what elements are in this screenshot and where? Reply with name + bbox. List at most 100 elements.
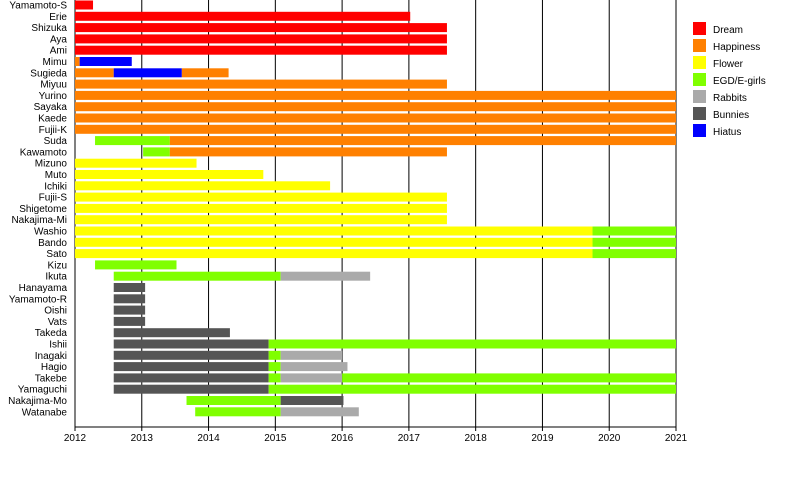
bar-bando-flower-0 [75, 237, 593, 247]
bar-sugieda-hiatus-1 [113, 68, 182, 78]
bar-hanayama-bunnies-0 [113, 283, 146, 292]
legend: Dream Happiness Flower EGD/E-girls Rabbits Bu… [693, 22, 766, 138]
legend-label-happiness: Happiness [713, 42, 760, 53]
legend-swatch-flower [693, 56, 706, 69]
member-name-suda: Suda [44, 136, 68, 147]
bar-mimu-happiness-0 [75, 57, 80, 66]
x-tick-label-2013: 2013 [131, 433, 154, 444]
legend-label-dream: Dream [713, 25, 743, 36]
member-name-ami: Ami [50, 46, 67, 57]
member-name-hagio: Hagio [41, 362, 68, 373]
member-name-takebe: Takebe [35, 373, 68, 384]
bar-fujii-s-flower-0 [75, 192, 447, 202]
bar-washio-flower-0 [75, 226, 593, 236]
member-name-yamamoto-r: Yamamoto-R [9, 294, 67, 305]
bar-nakajima-mo-bunnies-1 [280, 396, 344, 405]
member-name-erie: Erie [49, 12, 67, 23]
member-name-hanayama: Hanayama [19, 283, 68, 294]
member-name-vats: Vats [48, 317, 67, 328]
bar-inagaki-egd-e-girls-1 [268, 350, 281, 360]
bar-suda-happiness-1 [169, 136, 676, 146]
bar-kaede-happiness-0 [75, 113, 676, 123]
bar-sato-egd-e-girls-1 [592, 249, 676, 259]
bar-watanabe-rabbits-1 [280, 407, 359, 417]
bar-oishi-bunnies-0 [113, 305, 146, 315]
bar-suda-egd-e-girls-0 [95, 136, 170, 146]
member-name-mimu: Mimu [43, 57, 67, 68]
bar-shigetome-flower-0 [75, 203, 447, 213]
bar-ami-dream-0 [75, 45, 447, 55]
member-name-bando: Bando [38, 238, 67, 249]
bar-inagaki-rabbits-2 [280, 350, 343, 360]
member-name-miyuu: Miyuu [40, 80, 67, 91]
bar-takebe-rabbits-2 [280, 373, 343, 383]
legend-label-hiatus: Hiatus [713, 127, 741, 138]
x-tick-label-2012: 2012 [64, 433, 87, 444]
bar-ishii-egd-e-girls-1 [268, 339, 676, 349]
member-name-washio: Washio [34, 227, 67, 238]
member-name-muto: Muto [45, 170, 68, 181]
member-bars [75, 0, 676, 417]
bar-hagio-bunnies-0 [113, 362, 269, 372]
bar-miyuu-happiness-0 [75, 79, 447, 89]
legend-label-bunnies: Bunnies [713, 110, 749, 121]
bar-erie-dream-0 [75, 11, 411, 21]
bar-washio-egd-e-girls-1 [592, 226, 676, 236]
member-name-yamamoto-s: Yamamoto-S [9, 1, 67, 12]
x-tick-label-2021: 2021 [665, 433, 688, 444]
bar-hagio-egd-e-girls-1 [268, 362, 281, 372]
bar-watanabe-egd-e-girls-0 [195, 407, 281, 417]
bar-yurino-happiness-0 [75, 90, 676, 100]
x-tick-label-2015: 2015 [264, 433, 287, 444]
member-name-kaede: Kaede [38, 114, 67, 125]
legend-swatch-bunnies [693, 107, 706, 120]
bar-takeda-bunnies-0 [113, 328, 230, 338]
bar-kawamoto-egd-e-girls-0 [143, 147, 170, 157]
bar-sayaka-happiness-0 [75, 102, 676, 112]
x-tick-label-2019: 2019 [531, 433, 554, 444]
bar-yamaguchi-bunnies-0 [113, 384, 269, 394]
member-name-sato: Sato [46, 249, 67, 260]
x-axis: 2012 2013 2014 2015 2016 2017 2018 2019 2020 2021 [64, 426, 688, 444]
member-names: Yamamoto-SErieShizukaAyaAmiMimuSugiedaMi… [8, 1, 67, 419]
bar-bando-egd-e-girls-1 [592, 237, 676, 247]
bar-takebe-egd-e-girls-1 [268, 373, 281, 383]
member-name-mizuno: Mizuno [35, 159, 68, 170]
member-name-ichiki: Ichiki [44, 181, 67, 192]
member-name-ishii: Ishii [49, 340, 67, 351]
member-name-ikuta: Ikuta [45, 272, 67, 283]
member-name-nakajima-mo: Nakajima-Mo [8, 396, 67, 407]
bar-ikuta-rabbits-1 [280, 271, 371, 281]
bar-hagio-rabbits-2 [280, 362, 348, 372]
member-name-yurino: Yurino [39, 91, 68, 102]
member-name-shigetome: Shigetome [19, 204, 67, 215]
bar-ikuta-egd-e-girls-0 [113, 271, 281, 281]
legend-label-rabbits: Rabbits [713, 93, 747, 104]
legend-swatch-happiness [693, 39, 706, 52]
bar-takebe-bunnies-0 [113, 373, 269, 383]
x-tick-label-2016: 2016 [331, 433, 354, 444]
bar-mizuno-flower-0 [75, 158, 197, 168]
bar-yamamoto-s-dream-0 [75, 0, 94, 10]
member-name-shizuka: Shizuka [31, 23, 67, 34]
bar-ichiki-flower-0 [75, 181, 331, 191]
x-tick-label-2018: 2018 [465, 433, 488, 444]
bar-fujii-k-happiness-0 [75, 124, 676, 134]
bar-inagaki-bunnies-0 [113, 350, 269, 360]
bar-muto-flower-0 [75, 170, 264, 179]
legend-label-egd-e-girls: EGD/E-girls [713, 76, 766, 87]
member-name-yamaguchi: Yamaguchi [18, 385, 67, 396]
member-name-sugieda: Sugieda [30, 68, 67, 79]
member-name-nakajima-mi: Nakajima-Mi [11, 215, 67, 226]
bar-takebe-egd-e-girls-3 [342, 373, 676, 383]
legend-swatch-dream [693, 22, 706, 35]
legend-swatch-egd-e-girls [693, 73, 706, 86]
bar-sugieda-happiness-2 [181, 68, 229, 78]
bar-nakajima-mo-egd-e-girls-0 [186, 396, 281, 405]
x-tick-label-2017: 2017 [398, 433, 421, 444]
bar-ishii-bunnies-0 [113, 339, 269, 349]
member-name-aya: Aya [50, 34, 67, 45]
bar-mimu-hiatus-1 [79, 57, 132, 66]
member-name-fujii-s: Fujii-S [39, 193, 68, 204]
